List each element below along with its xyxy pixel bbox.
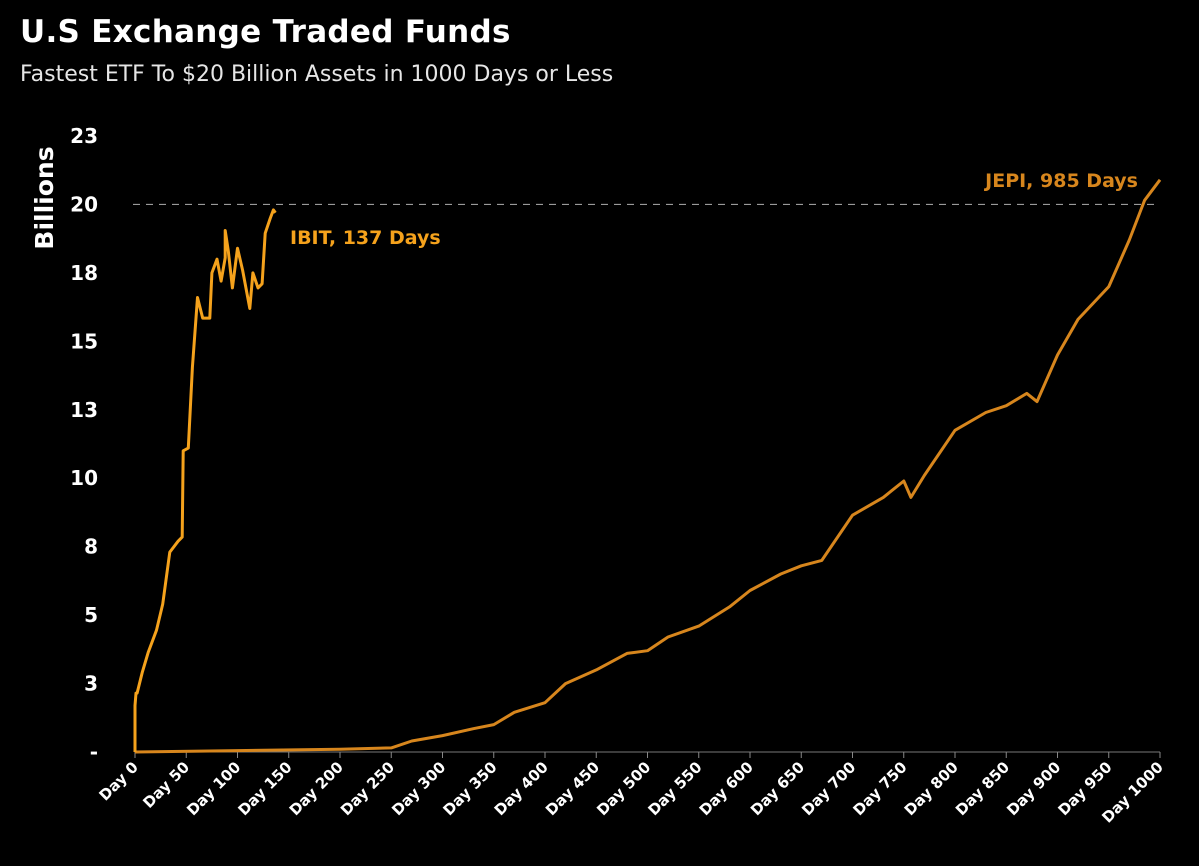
y-tick-label: 20 <box>70 192 98 216</box>
x-tick-label: Day 300 <box>388 758 449 819</box>
ibit-line <box>133 208 277 752</box>
x-tick-label: Day 900 <box>1003 758 1064 819</box>
x-tick-label: Day 850 <box>952 758 1013 819</box>
y-axis-label: Billions <box>30 146 59 249</box>
x-tick-label: Day 650 <box>747 758 808 819</box>
x-tick-label: Day 0 <box>95 758 141 804</box>
x-tick-label: Day 150 <box>234 758 295 819</box>
jepi-annotation: JEPI, 985 Days <box>983 170 1138 192</box>
x-tick-label: Day 450 <box>542 758 603 819</box>
x-tick-label: Day 600 <box>696 758 757 819</box>
y-tick-label: 8 <box>84 535 98 559</box>
x-tick-label: Day 400 <box>491 758 552 819</box>
x-tick-label: Day 500 <box>593 758 654 819</box>
x-tick-label: Day 250 <box>337 758 398 819</box>
x-tick-label: Day 200 <box>286 758 347 819</box>
y-tick-label: 3 <box>84 672 98 696</box>
x-tick-label: Day 100 <box>183 758 244 819</box>
chart-title: U.S Exchange Traded Funds <box>20 14 511 50</box>
x-tick-label: Day 750 <box>849 758 910 819</box>
y-tick-label: 18 <box>70 261 98 285</box>
y-tick-label: 5 <box>84 603 98 627</box>
x-tick-label: Day 550 <box>644 758 705 819</box>
ibit-annotation: IBIT, 137 Days <box>290 227 441 249</box>
y-tick-label: - <box>90 740 98 764</box>
y-tick-label: 23 <box>70 124 98 148</box>
y-tick-label: 13 <box>70 398 98 422</box>
x-tick-label: Day 800 <box>901 758 962 819</box>
chart-subtitle: Fastest ETF To $20 Billion Assets in 100… <box>20 62 614 87</box>
y-tick-label: 10 <box>70 466 98 490</box>
x-tick-label: Day 350 <box>439 758 500 819</box>
jepi-line <box>134 178 1162 754</box>
y-tick-label: 15 <box>70 329 98 353</box>
x-tick-label: Day 700 <box>798 758 859 819</box>
